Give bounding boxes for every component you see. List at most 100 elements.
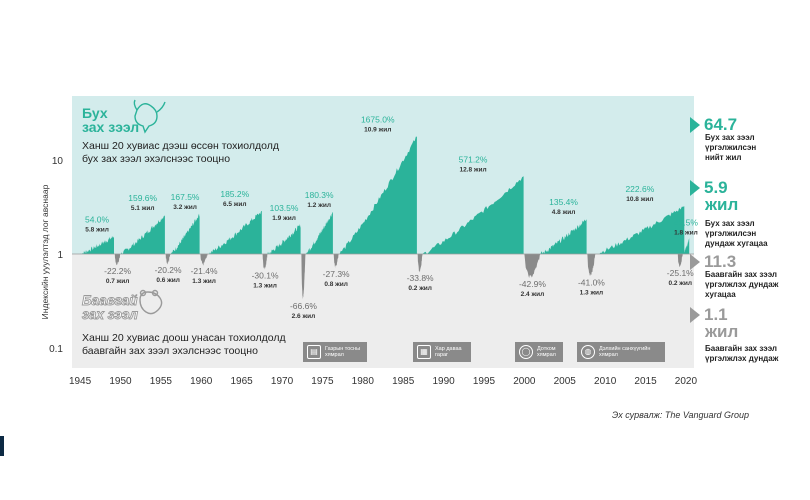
y-tick-label: 1 bbox=[57, 250, 63, 261]
series-layer bbox=[80, 136, 690, 300]
bear-market-area bbox=[165, 254, 171, 265]
stat-bull-avg-line3: дундаж хугацаа bbox=[705, 239, 768, 249]
x-tick-label: 1965 bbox=[231, 376, 254, 387]
bull-years-label: 5.8 жил bbox=[85, 226, 109, 233]
event-bm-line1: Хар даваа bbox=[435, 345, 462, 352]
globe-icon: ◍ bbox=[581, 345, 595, 359]
bull-market-area bbox=[422, 176, 524, 254]
bull-pct-label: 1675.0% bbox=[361, 115, 395, 125]
bear-years-label: 0.8 жил bbox=[324, 281, 348, 288]
lightbulb-icon: ◯ bbox=[519, 345, 533, 359]
bear-market-area bbox=[677, 254, 683, 268]
stat-bull-total-line1: Бух зах зээл bbox=[705, 133, 755, 143]
bear-pct-label: -42.9% bbox=[519, 279, 546, 289]
x-tick-label: 1970 bbox=[271, 376, 294, 387]
event-gfc: ◍ Дэлхийн санхүүгийн хямрал bbox=[577, 342, 665, 362]
y-ticks: 0.1 1 10 bbox=[49, 156, 63, 355]
bear-pct-label: -21.4% bbox=[191, 266, 218, 276]
bear-market-area bbox=[301, 254, 306, 300]
stat-bull-avg-line2: үргэлжилсэн bbox=[705, 229, 757, 239]
arrow-right-icon bbox=[690, 253, 700, 270]
bear-years-label: 1.3 жил bbox=[580, 290, 604, 297]
bull-market-area bbox=[305, 211, 333, 254]
bear-market-area bbox=[524, 254, 541, 278]
bear-years-label: 1.3 жил bbox=[192, 278, 216, 285]
bull-years-label: 10.8 жил bbox=[626, 196, 653, 203]
y-axis-label: Индексийн ууулэлтэд лог авснаар bbox=[40, 184, 50, 319]
bull-pct-label: 222.6% bbox=[625, 184, 654, 194]
bull-years-label: 5.1 жил bbox=[131, 205, 155, 212]
stat-bull-total: 64.7 Бух зах зээл үргэлжилсэн нийт жил bbox=[690, 115, 808, 163]
bear-title-line2: зах зээл bbox=[82, 307, 138, 322]
bear-pct-label: -25.1% bbox=[667, 268, 694, 278]
stat-bull-avg: 5.9 жил Бух зах зээл үргэлжилсэн дундаж … bbox=[690, 178, 808, 249]
event-dc-line1: Дотком bbox=[537, 345, 556, 352]
bull-years-label: 3.2 жил bbox=[173, 204, 197, 211]
bull-market-area bbox=[267, 224, 301, 254]
bear-pct-label: -30.1% bbox=[252, 271, 279, 281]
x-tick-label: 2010 bbox=[594, 376, 617, 387]
bull-pct-label: 54.0% bbox=[85, 214, 110, 224]
arrow-right-icon bbox=[690, 179, 700, 196]
bear-years-label: 0.6 жил bbox=[156, 277, 180, 284]
x-tick-label: 2005 bbox=[554, 376, 577, 387]
x-tick-label: 1945 bbox=[69, 376, 92, 387]
bear-pct-label: -33.8% bbox=[407, 273, 434, 283]
stat-bull-avg-line1: Бух зах зээл bbox=[705, 219, 755, 229]
stat-bear-avg-line1: Баавгайн зах зээл bbox=[705, 344, 778, 354]
bear-pct-label: -27.3% bbox=[323, 269, 350, 279]
stat-bear-avg: 1.1 жил Баавгайн зах зээл үргэлжлэх дунд… bbox=[690, 305, 808, 364]
bear-years-label: 0.7 жил bbox=[106, 278, 130, 285]
bear-market-area bbox=[262, 254, 268, 270]
bull-pct-label: 135.4% bbox=[549, 197, 578, 207]
bull-pct-label: 185.2% bbox=[220, 189, 249, 199]
bull-icon bbox=[133, 99, 166, 134]
bear-caption-line2: баавгайн зах зээл эхэлснээс тооцно bbox=[82, 345, 258, 357]
event-dc-line2: хямрал bbox=[537, 352, 556, 358]
event-oil-crisis: ▤ Газрын тосны хямрал bbox=[303, 342, 367, 362]
bull-pct-label: 571.2% bbox=[459, 154, 488, 164]
event-oil-line1: Газрын тосны bbox=[325, 345, 361, 352]
bear-pct-label: -41.0% bbox=[578, 278, 605, 288]
bull-title-line1: Бух bbox=[82, 105, 108, 121]
arrow-right-icon bbox=[690, 116, 700, 133]
bear-icon bbox=[139, 289, 163, 315]
bull-pct-label: 167.5% bbox=[171, 192, 200, 202]
event-gfc-line1: Дэлхийн санхүүгийн bbox=[599, 345, 651, 352]
oil-barrel-icon: ▤ bbox=[307, 345, 321, 359]
arrow-right-icon bbox=[690, 306, 700, 323]
bear-pct-label: -22.2% bbox=[104, 266, 131, 276]
stat-bull-total-value: 64.7 bbox=[704, 115, 738, 135]
event-oil-line2: хямрал bbox=[325, 352, 344, 358]
x-tick-label: 2000 bbox=[513, 376, 536, 387]
x-tick-label: 1990 bbox=[432, 376, 455, 387]
event-gfc-line2: хямрал bbox=[599, 352, 618, 358]
bear-market-area bbox=[333, 254, 339, 269]
bear-market-area bbox=[200, 254, 208, 266]
bear-years-label: 0.2 жил bbox=[668, 280, 692, 287]
bear-years-label: 0.2 жил bbox=[408, 285, 432, 292]
stat-bear-avg-value: 1.1 bbox=[704, 305, 728, 325]
bull-market-area bbox=[207, 210, 262, 254]
stat-bear-total-line3: хугацаа bbox=[705, 290, 736, 300]
bull-market-area bbox=[595, 206, 685, 254]
left-accent-bar bbox=[0, 436, 4, 456]
bear-market-area bbox=[114, 254, 121, 266]
bear-market-area bbox=[587, 254, 596, 276]
bull-market-area bbox=[338, 136, 417, 254]
stat-bear-total-value: 11.3 bbox=[704, 252, 737, 272]
bull-years-label: 10.9 жил bbox=[364, 127, 391, 134]
calendar-icon: ▦ bbox=[417, 345, 431, 359]
stat-bull-total-line3: нийт жил bbox=[705, 153, 742, 163]
y-tick-label: 10 bbox=[52, 156, 64, 167]
stat-bear-avg-unit: жил bbox=[705, 322, 739, 342]
x-tick-label: 1980 bbox=[352, 376, 375, 387]
bull-years-label: 1.9 жил bbox=[272, 215, 296, 222]
x-tick-label: 1985 bbox=[392, 376, 415, 387]
bull-years-label: 4.8 жил bbox=[552, 209, 576, 216]
bear-title-line1: Баавгай bbox=[82, 293, 138, 308]
bear-years-label: 2.4 жил bbox=[521, 291, 545, 298]
bull-title-line2: зах зээл bbox=[82, 119, 139, 135]
x-tick-label: 1995 bbox=[473, 376, 496, 387]
